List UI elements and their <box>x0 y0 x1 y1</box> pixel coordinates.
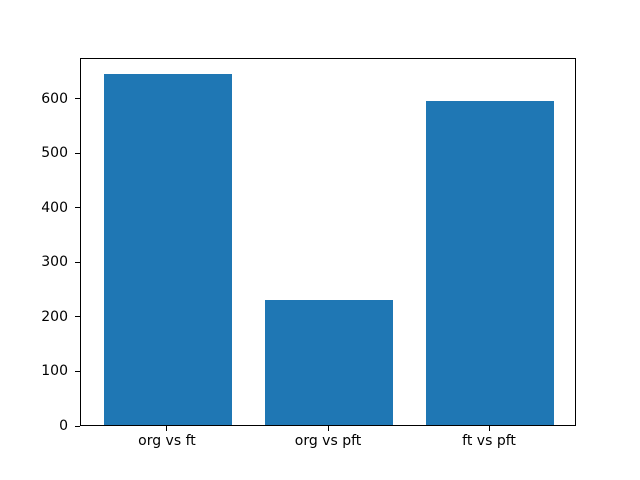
y-tick-mark <box>75 207 80 209</box>
bar-ft-vs-pft <box>425 101 555 425</box>
y-tick-label: 200 <box>41 308 68 325</box>
y-tick-label: 300 <box>41 254 68 271</box>
bar-org-vs-pft <box>264 299 394 425</box>
y-tick-label: 500 <box>41 145 68 162</box>
y-tick-mark <box>75 370 80 372</box>
y-tick-label: 400 <box>41 199 68 216</box>
y-tick-label: 0 <box>59 418 68 434</box>
y-tick-label: 600 <box>41 90 68 107</box>
plot-area <box>80 58 576 426</box>
y-tick-mark <box>75 152 80 154</box>
y-tick-mark <box>75 98 80 100</box>
y-tick-mark <box>75 261 80 263</box>
y-tick-mark <box>75 425 80 427</box>
x-tick-label: org vs ft <box>138 433 196 449</box>
x-tick-mark <box>488 426 490 431</box>
x-tick-mark <box>327 426 329 431</box>
x-tick-mark <box>166 426 168 431</box>
bar-org-vs-ft <box>103 74 233 425</box>
x-tick-label: ft vs pft <box>462 433 516 449</box>
y-tick-label: 100 <box>41 363 68 380</box>
x-tick-label: org vs pft <box>294 433 362 449</box>
y-tick-mark <box>75 316 80 318</box>
